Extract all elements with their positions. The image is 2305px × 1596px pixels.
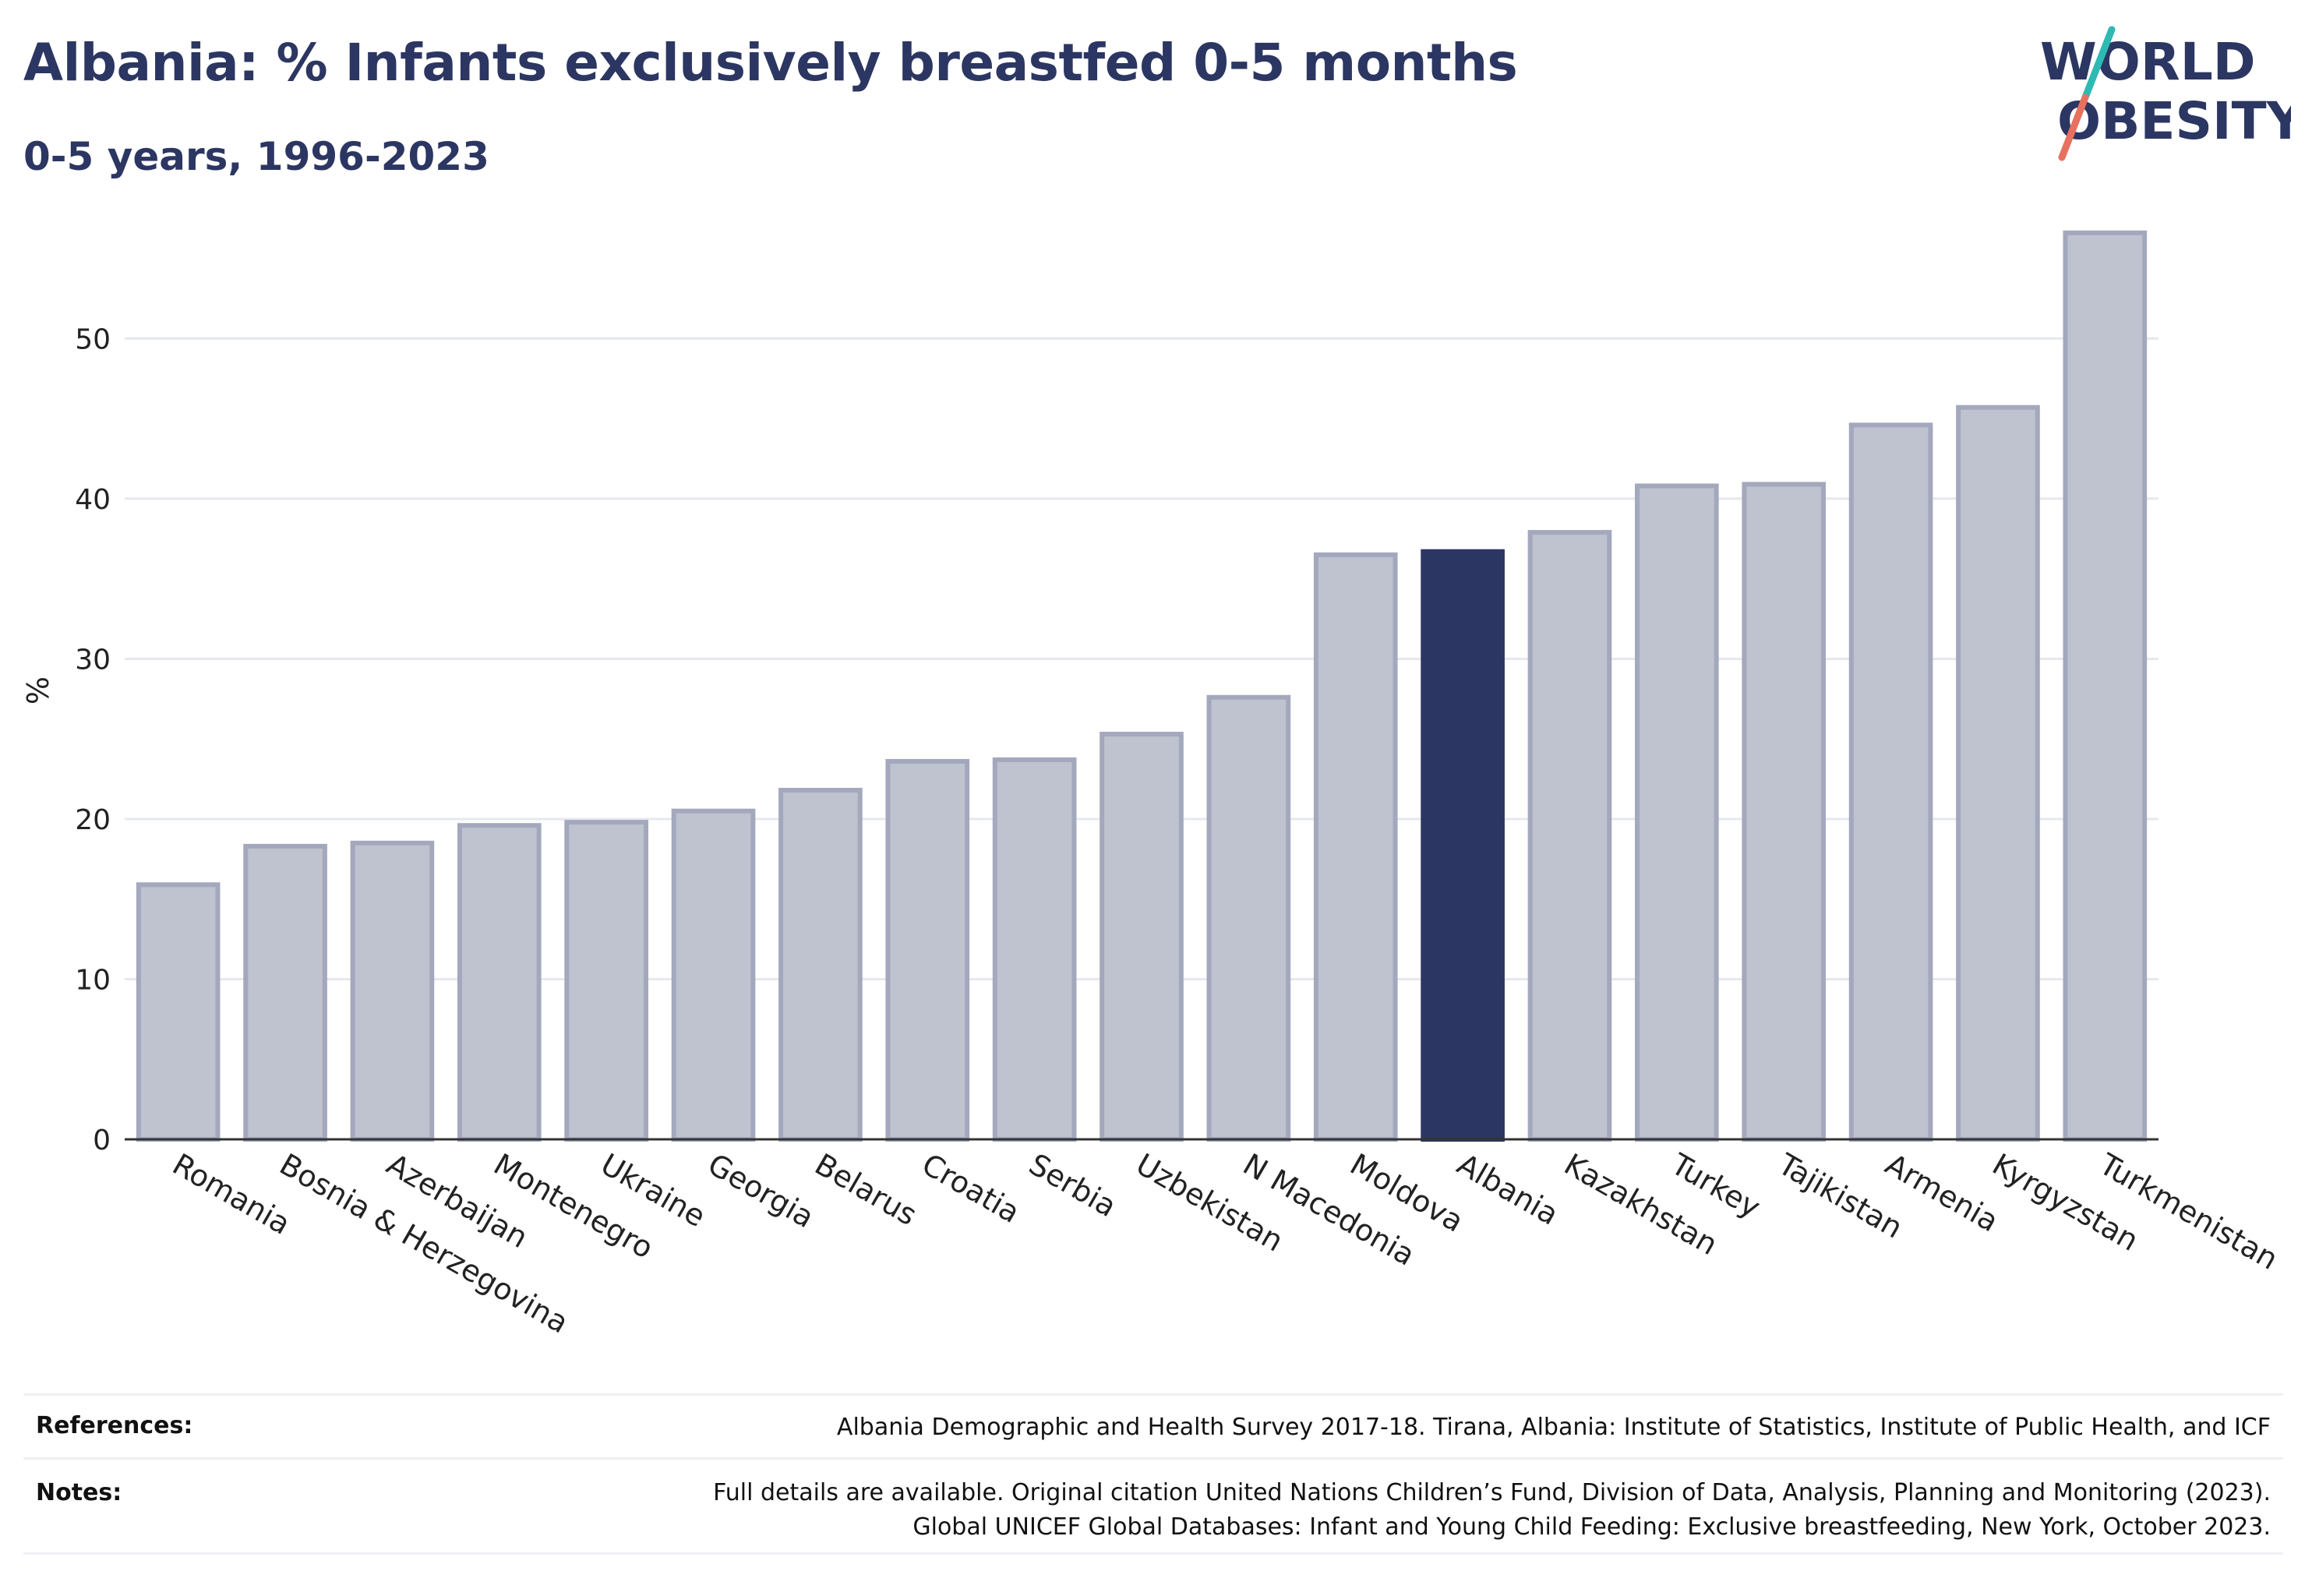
bar-tajikistan <box>1742 482 1827 1142</box>
bar-armenia <box>1848 422 1933 1142</box>
x-tick-label: Turkmenistan <box>2093 1146 2284 1276</box>
bar-croatia <box>885 758 970 1142</box>
bar-serbia <box>992 757 1077 1142</box>
y-tick-labels: 0 10 20 30 40 50 <box>75 323 111 1156</box>
footer-rule-middle <box>23 1457 2283 1460</box>
bar-moldova <box>1313 552 1398 1142</box>
bar-albania <box>1421 549 1505 1142</box>
bar-romania <box>136 882 221 1142</box>
bar-bosnia-herzegovina <box>243 843 327 1142</box>
y-tick-label: 0 <box>93 1125 111 1156</box>
footer-rule-bottom <box>23 1552 2283 1555</box>
bar-turkey <box>1635 483 1719 1142</box>
x-tick-label: Albania <box>1452 1147 1565 1232</box>
logo-line2: OBESITY <box>2057 91 2291 151</box>
y-tick-label: 50 <box>75 323 111 355</box>
x-tick-label: Croatia <box>916 1147 1025 1230</box>
bar-n-macedonia <box>1206 694 1291 1142</box>
logo-slash-coral-icon <box>2058 94 2089 161</box>
x-tick-label: Romania <box>167 1147 296 1241</box>
bars <box>136 230 2148 1142</box>
chart-subtitle: 0-5 years, 1996-2023 <box>23 134 489 179</box>
y-tick-label: 10 <box>75 964 111 996</box>
bar-kyrgyzstan <box>1956 404 2040 1142</box>
world-obesity-logo: WORLD OBESITY <box>2040 26 2291 161</box>
logo-slash-teal-icon <box>2081 26 2116 101</box>
bar-kazakhstan <box>1527 530 1612 1142</box>
bar-georgia <box>671 808 756 1142</box>
bar-azerbaijan <box>350 840 435 1142</box>
y-tick-label: 30 <box>75 644 111 676</box>
x-tick-label: Belarus <box>809 1147 923 1233</box>
y-axis-label: % <box>21 676 55 704</box>
notes-line2: Global UNICEF Global Databases: Infant a… <box>912 1513 2271 1541</box>
x-tick-label: Georgia <box>702 1147 820 1235</box>
footer-rule-top <box>23 1393 2283 1396</box>
x-tick-label: Serbia <box>1023 1147 1122 1224</box>
y-tick-label: 20 <box>75 804 111 836</box>
bar-uzbekistan <box>1100 732 1184 1142</box>
notes-line1: Full details are available. Original cit… <box>713 1479 2271 1506</box>
notes-label: Notes: <box>36 1479 122 1506</box>
bar-montenegro <box>457 823 542 1142</box>
references-label: References: <box>36 1412 193 1439</box>
bar-ukraine <box>564 820 648 1142</box>
y-tick-label: 40 <box>75 484 111 516</box>
bar-belarus <box>778 787 863 1142</box>
references-text: Albania Demographic and Health Survey 20… <box>836 1414 2271 1441</box>
bar-turkmenistan <box>2063 230 2148 1142</box>
chart-title: Albania: % Infants exclusively breastfed… <box>23 33 1518 93</box>
logo-line1: WORLD <box>2040 32 2256 92</box>
